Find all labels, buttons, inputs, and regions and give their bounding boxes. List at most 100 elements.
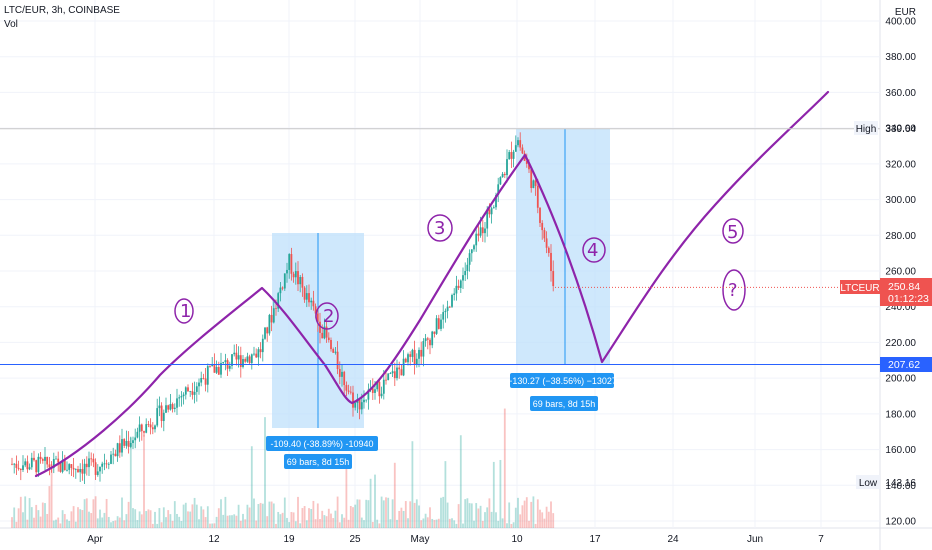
- volume-bar: [215, 516, 218, 528]
- candle-body: [380, 393, 383, 397]
- high-label: High: [856, 124, 877, 135]
- volume-bar: [140, 514, 143, 528]
- low-label: Low: [859, 478, 878, 489]
- annotation-wave-4: 4: [587, 240, 598, 261]
- volume-bar: [389, 519, 392, 528]
- candle-body: [451, 295, 453, 307]
- candle-body: [272, 308, 275, 323]
- volume-bar: [90, 513, 93, 528]
- candle-body: [393, 371, 396, 379]
- volume-bar: [512, 522, 515, 528]
- volume-bars: [11, 408, 555, 528]
- candle-body: [92, 458, 95, 463]
- candle-body: [389, 373, 392, 375]
- volume-bar: [435, 519, 438, 528]
- candle-body: [217, 367, 220, 375]
- volume-bar: [145, 511, 148, 528]
- candle-body: [259, 349, 262, 353]
- volume-bar: [112, 521, 115, 528]
- candle-body: [290, 254, 293, 274]
- candle-body: [299, 276, 302, 285]
- volume-bar: [303, 506, 306, 528]
- candle-body: [332, 349, 335, 353]
- volume-bar: [354, 504, 357, 528]
- volume-bar: [162, 507, 165, 528]
- candle-body: [149, 424, 152, 428]
- volume-bar: [486, 507, 489, 528]
- candle-body: [545, 238, 548, 248]
- volume-bar: [431, 518, 434, 528]
- candle-body: [132, 440, 134, 444]
- candle-body: [83, 463, 86, 474]
- candle-body: [409, 354, 412, 357]
- candle-body: [72, 467, 75, 470]
- candle-body: [479, 227, 482, 236]
- annotation-question: ?: [728, 280, 738, 301]
- volume-bar: [547, 511, 550, 528]
- price-tick-label: 280.00: [885, 231, 916, 242]
- volume-bar: [345, 468, 348, 528]
- candle-body: [165, 405, 167, 413]
- volume-bar: [13, 507, 16, 528]
- volume-bar: [446, 502, 449, 528]
- volume-bar: [114, 520, 117, 528]
- candle-body: [151, 427, 154, 430]
- candle-body: [191, 391, 194, 395]
- volume-bar: [429, 507, 431, 528]
- candle-body: [79, 468, 82, 473]
- volume-bar: [444, 461, 447, 528]
- candle-body: [508, 152, 511, 160]
- candle-body: [189, 391, 192, 392]
- volume-bar: [151, 523, 154, 528]
- volume-bar: [206, 506, 209, 528]
- candle-body: [213, 364, 216, 373]
- candle-body: [107, 463, 110, 465]
- volume-bar: [180, 521, 183, 528]
- volume-bar: [193, 497, 196, 528]
- candle-body: [501, 173, 504, 178]
- candle-body: [415, 358, 418, 365]
- candle-body: [103, 463, 106, 465]
- candle-body: [543, 230, 546, 239]
- volume-bar: [382, 500, 385, 528]
- price-tick-label: 400.00: [885, 17, 916, 28]
- candle-body: [387, 373, 390, 381]
- candle-body: [228, 365, 231, 369]
- volume-bar: [330, 513, 332, 528]
- candle-body: [448, 306, 451, 308]
- volume-bar: [171, 520, 174, 528]
- candle-body: [327, 337, 330, 341]
- annotation-circle: [315, 302, 339, 330]
- candle-body: [457, 285, 460, 288]
- measure-label-1: -109.40 (-38.89%) -10940 69 bars, 8d 15h: [266, 436, 378, 469]
- volume-bar: [169, 514, 172, 528]
- symbol-title: LTC/EUR, 3h, COINBASE: [4, 5, 120, 16]
- candle-body: [11, 463, 13, 465]
- volume-bar: [220, 499, 222, 528]
- volume-bar: [492, 461, 495, 528]
- candle-body: [248, 356, 251, 364]
- volume-bar: [503, 408, 506, 528]
- volume-bar: [17, 508, 20, 528]
- volume-bar: [541, 512, 544, 528]
- candle-body: [24, 461, 27, 466]
- candle-body: [35, 460, 38, 473]
- candle-body: [424, 338, 427, 342]
- volume-bar: [28, 498, 31, 528]
- candle-body: [22, 465, 24, 471]
- volume-bar: [316, 503, 319, 528]
- candle-body: [391, 371, 394, 374]
- candle-body: [99, 466, 101, 472]
- candle-body: [398, 367, 401, 370]
- volume-bar: [506, 523, 508, 528]
- candle-body: [114, 453, 117, 457]
- candle-body: [363, 399, 365, 403]
- volume-bar: [477, 508, 480, 528]
- candle-body: [510, 152, 513, 159]
- candle-body: [266, 327, 269, 334]
- volume-bar: [279, 514, 282, 528]
- volume-bar: [385, 497, 387, 528]
- volume-bar: [200, 506, 203, 528]
- candle-body: [123, 439, 126, 446]
